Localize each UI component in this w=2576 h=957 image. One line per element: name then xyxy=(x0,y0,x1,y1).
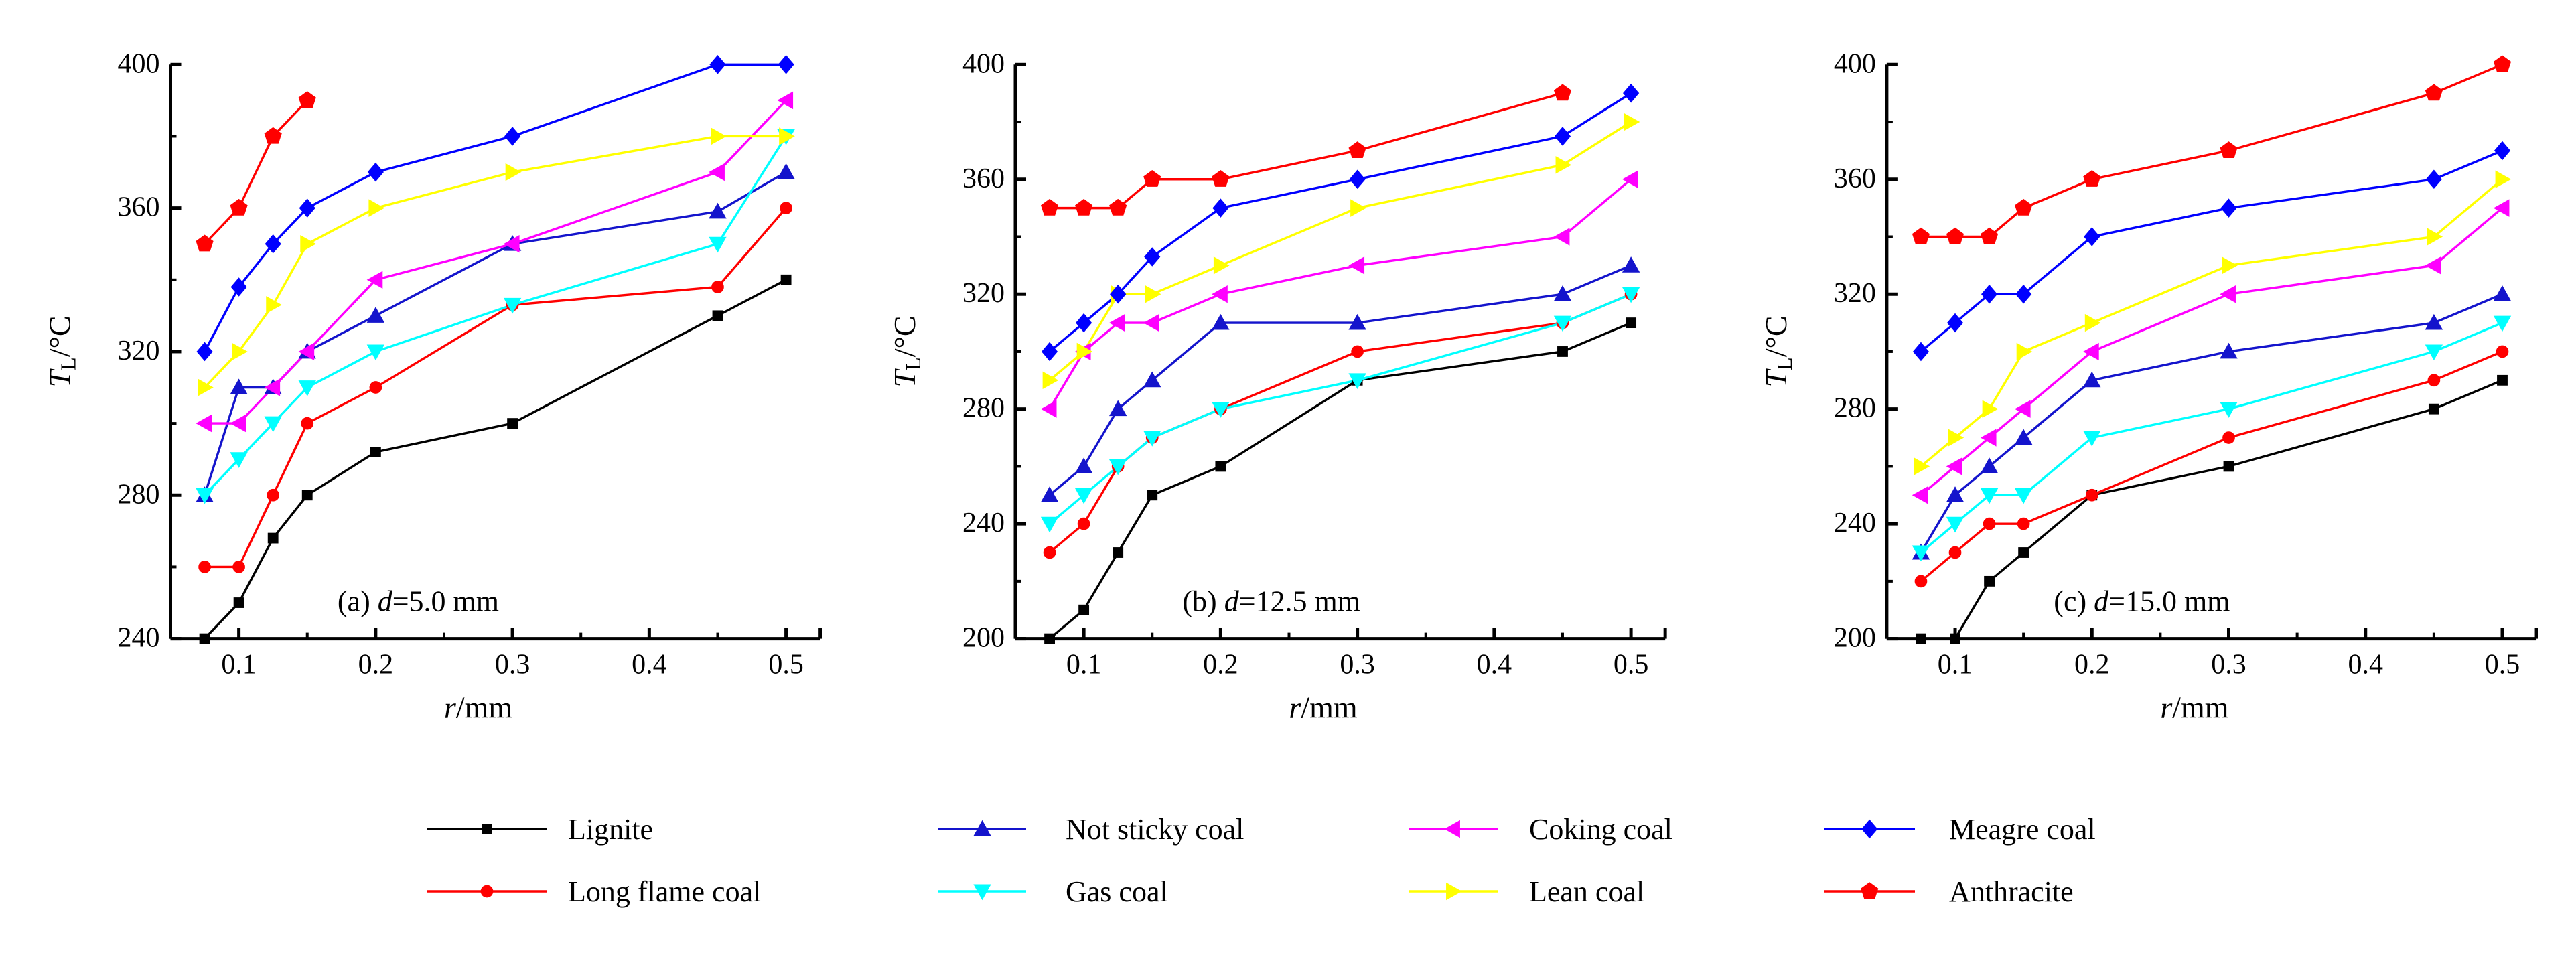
svg-text:Gas coal: Gas coal xyxy=(1066,875,1168,908)
svg-text:(a) d=5.0 mm: (a) d=5.0 mm xyxy=(338,585,499,618)
svg-text:0.5: 0.5 xyxy=(2485,650,2520,680)
svg-text:360: 360 xyxy=(962,163,1005,194)
svg-text:0.3: 0.3 xyxy=(2211,650,2246,680)
svg-text:360: 360 xyxy=(1834,163,1876,194)
svg-text:(b) d=12.5 mm: (b) d=12.5 mm xyxy=(1182,585,1360,618)
svg-text:0.2: 0.2 xyxy=(1203,650,1238,680)
svg-text:Anthracite: Anthracite xyxy=(1949,875,2074,908)
svg-text:320: 320 xyxy=(118,336,160,366)
svg-text:TL/°C: TL/°C xyxy=(887,315,925,387)
svg-text:0.4: 0.4 xyxy=(2348,650,2384,680)
svg-text:Not sticky coal: Not sticky coal xyxy=(1066,813,1244,846)
svg-text:Meagre coal: Meagre coal xyxy=(1949,813,2096,846)
svg-text:r/mm: r/mm xyxy=(2160,690,2228,725)
svg-text:r/mm: r/mm xyxy=(1289,690,1357,725)
svg-text:0.3: 0.3 xyxy=(1340,650,1375,680)
svg-text:TL/°C: TL/°C xyxy=(1759,315,1796,387)
svg-text:400: 400 xyxy=(962,48,1005,79)
svg-text:200: 200 xyxy=(962,623,1005,654)
svg-text:0.5: 0.5 xyxy=(768,650,804,680)
svg-text:0.4: 0.4 xyxy=(632,650,667,680)
svg-text:200: 200 xyxy=(1834,623,1876,654)
svg-text:240: 240 xyxy=(1834,508,1876,538)
svg-text:Lean coal: Lean coal xyxy=(1529,875,1644,908)
svg-text:0.5: 0.5 xyxy=(1614,650,1649,680)
svg-text:320: 320 xyxy=(1834,278,1876,309)
svg-text:240: 240 xyxy=(962,508,1005,538)
svg-text:400: 400 xyxy=(118,48,160,79)
svg-text:280: 280 xyxy=(962,393,1005,424)
svg-text:0.4: 0.4 xyxy=(1477,650,1512,680)
svg-text:360: 360 xyxy=(118,192,160,223)
svg-text:400: 400 xyxy=(1834,48,1876,79)
svg-text:0.1: 0.1 xyxy=(1066,650,1102,680)
svg-text:Coking coal: Coking coal xyxy=(1529,813,1672,846)
svg-text:240: 240 xyxy=(118,623,160,654)
svg-text:Long flame coal: Long flame coal xyxy=(568,875,761,908)
svg-text:0.2: 0.2 xyxy=(358,650,394,680)
svg-text:0.2: 0.2 xyxy=(2074,650,2110,680)
svg-text:0.3: 0.3 xyxy=(495,650,530,680)
svg-text:280: 280 xyxy=(118,479,160,510)
svg-text:0.1: 0.1 xyxy=(221,650,257,680)
svg-text:320: 320 xyxy=(962,278,1005,309)
svg-text:0.1: 0.1 xyxy=(1938,650,1973,680)
svg-text:280: 280 xyxy=(1834,393,1876,424)
svg-text:r/mm: r/mm xyxy=(444,690,512,725)
svg-text:Lignite: Lignite xyxy=(568,813,653,846)
svg-text:TL/°C: TL/°C xyxy=(43,315,80,387)
svg-text:(c) d=15.0 mm: (c) d=15.0 mm xyxy=(2054,585,2230,618)
